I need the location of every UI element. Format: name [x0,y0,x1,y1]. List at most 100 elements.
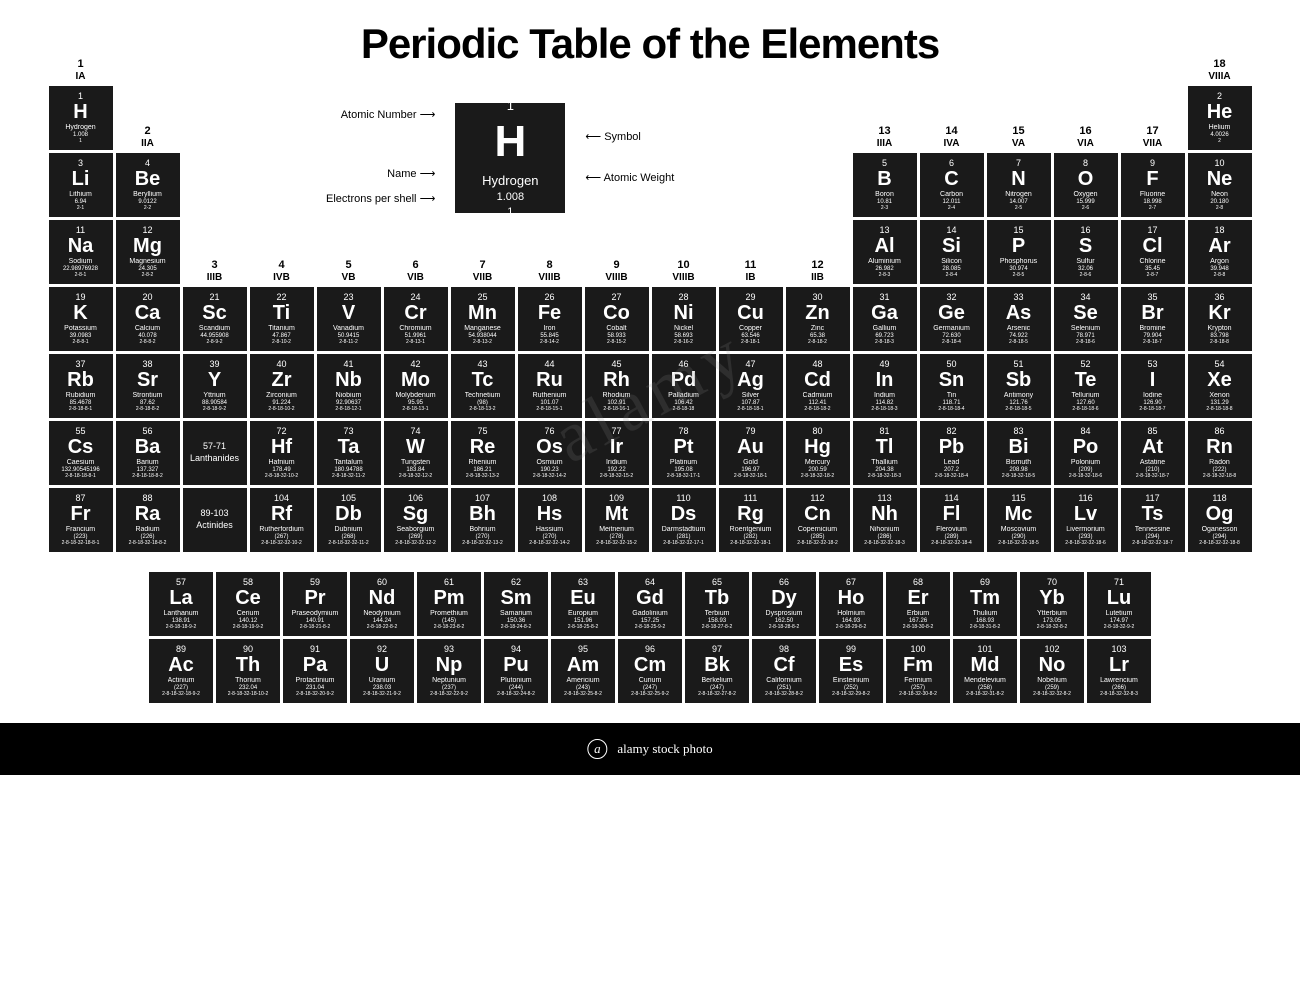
element-cell-al: 13AlAluminium26.9822-8-3 [853,220,917,284]
element-cell-h: 1HHydrogen1.0081 [49,86,113,150]
element-cell-i: 53IIodine126.902-8-18-18-7 [1121,354,1185,418]
element-cell-cs: 55CsCaesium132.905451962-8-18-18-8-1 [49,421,113,485]
element-cell-cu: 29CuCopper63.5462-8-18-1 [719,287,783,351]
group-header: 7VIIB [451,259,515,286]
group-header: 6VIB [384,259,448,286]
element-cell-os: 76OsOsmium190.232-8-18-32-14-2 [518,421,582,485]
element-cell-sn: 50SnTin118.712-8-18-18-4 [920,354,984,418]
table-wrap: Atomic Number ⟶ Name ⟶ Electrons per she… [40,86,1260,703]
element-cell-no: 102NoNobelium(259)2-8-18-32-32-8-2 [1020,639,1084,703]
element-cell-ni: 28NiNickel58.6932-8-16-2 [652,287,716,351]
element-cell-o: 8OOxygen15.9992-6 [1054,153,1118,217]
element-cell-mt: 109MtMeitnerium(278)2-8-18-32-32-15-2 [585,488,649,552]
element-cell-nb: 41NbNiobium92.906372-8-18-12-1 [317,354,381,418]
element-cell-v: 23VVanadium50.94152-8-11-2 [317,287,381,351]
element-cell-y: 39YYttrium88.905842-8-18-9-2 [183,354,247,418]
element-cell-la: 57LaLanthanum138.912-8-18-18-9-2 [149,572,213,636]
element-cell-co: 27CoCobalt58.9332-8-15-2 [585,287,649,351]
element-cell-fm: 100FmFermium(257)2-8-18-32-30-8-2 [886,639,950,703]
element-cell-s: 16SSulfur32.062-8-6 [1054,220,1118,284]
element-cell-rf: 104RfRutherfordium(267)2-8-18-32-32-10-2 [250,488,314,552]
group-header: 15VA [987,125,1051,152]
element-cell-f: 9FFluorine18.9982-7 [1121,153,1185,217]
group-header: 11IB [719,259,783,286]
element-cell-og: 118OgOganesson(294)2-8-18-32-32-18-8 [1188,488,1252,552]
element-cell-c: 6CCarbon12.0112-4 [920,153,984,217]
element-cell-yb: 70YbYtterbium173.052-8-18-32-8-2 [1020,572,1084,636]
placeholder-actinides: 89-103Actinides [183,488,247,552]
legend-name-label: Name [387,168,416,180]
element-cell-xe: 54XeXenon131.292-8-18-18-8 [1188,354,1252,418]
element-cell-cl: 17ClChlorine35.452-8-7 [1121,220,1185,284]
element-cell-th: 90ThThorium232.042-8-18-32-18-10-2 [216,639,280,703]
element-cell-br: 35BrBromine79.9042-8-18-7 [1121,287,1185,351]
legend-sample-sh: 1 [507,206,513,218]
element-cell-he: 2HeHelium4.00262 [1188,86,1252,150]
element-cell-tb: 65TbTerbium158.932-8-18-27-8-2 [685,572,749,636]
element-cell-u: 92UUranium238.032-8-18-32-21-9-2 [350,639,414,703]
group-header: 17VIIA [1121,125,1185,152]
element-cell-p: 15PPhosphorus30.9742-8-5 [987,220,1051,284]
group-header: 3IIIB [183,259,247,286]
page-title: Periodic Table of the Elements [40,20,1260,68]
element-cell-cm: 96CmCurium(247)2-8-18-32-25-9-2 [618,639,682,703]
watermark-footer: a alamy stock photo [587,739,712,759]
element-cell-lr: 103LrLawrencium(266)2-8-18-32-32-8-3 [1087,639,1151,703]
element-cell-sg: 106SgSeaborgium(269)2-8-18-32-32-12-2 [384,488,448,552]
element-cell-cd: 48CdCadmium112.412-8-18-18-2 [786,354,850,418]
element-cell-kr: 36KrKrypton83.7982-8-18-8 [1188,287,1252,351]
legend-electrons-label: Electrons per shell [326,193,417,205]
group-header: 16VIA [1054,125,1118,152]
element-cell-ga: 31GaGallium69.7232-8-18-3 [853,287,917,351]
element-cell-nh: 113NhNihonium(286)2-8-18-32-32-18-3 [853,488,917,552]
element-cell-mg: 12MgMagnesium24.3052-8-2 [116,220,180,284]
legend-labels-left: Atomic Number ⟶ Name ⟶ Electrons per she… [326,96,435,219]
group-header: 18VIIIA [1188,58,1252,85]
element-cell-pu: 94PuPlutonium(244)2-8-18-32-24-8-2 [484,639,548,703]
group-header: 5VB [317,259,381,286]
element-cell-fl: 114FlFlerovium(289)2-8-18-32-32-18-4 [920,488,984,552]
element-cell-sr: 38SrStrontium87.622-8-18-8-2 [116,354,180,418]
element-cell-rn: 86RnRadon(222)2-8-18-32-18-8 [1188,421,1252,485]
element-cell-nd: 60NdNeodymium144.242-8-18-22-8-2 [350,572,414,636]
element-cell-sc: 21ScScandium44.9559082-8-9-2 [183,287,247,351]
element-cell-lv: 116LvLivermorium(293)2-8-18-32-32-18-6 [1054,488,1118,552]
element-cell-ge: 32GeGermanium72.6302-8-18-4 [920,287,984,351]
element-cell-zn: 30ZnZinc65.382-8-18-2 [786,287,850,351]
element-cell-mn: 25MnManganese54.9380442-8-13-2 [451,287,515,351]
element-cell-li: 3LiLithium6.942-1 [49,153,113,217]
element-cell-es: 99EsEinsteinium(252)2-8-18-32-29-8-2 [819,639,883,703]
legend-key: Atomic Number ⟶ Name ⟶ Electrons per she… [326,96,674,219]
element-cell-gd: 64GdGadolinium157.252-8-18-25-9-2 [618,572,682,636]
element-cell-eu: 63EuEuropium151.962-8-18-25-8-2 [551,572,615,636]
element-cell-ra: 88RaRadium(226)2-8-18-32-18-8-2 [116,488,180,552]
element-cell-ag: 47AgSilver107.872-8-18-18-1 [719,354,783,418]
element-cell-lu: 71LuLutetium174.972-8-18-32-9-2 [1087,572,1151,636]
element-cell-re: 75ReRhenium186.212-8-18-32-13-2 [451,421,515,485]
element-cell-b: 5BBoron10.812-3 [853,153,917,217]
element-cell-cn: 112CnCopernicium(285)2-8-18-32-32-18-2 [786,488,850,552]
legend-atomic-number-label: Atomic Number [341,109,417,121]
element-cell-rg: 111RgRoentgenium(282)2-8-18-32-32-18-1 [719,488,783,552]
element-cell-fr: 87FrFrancium(223)2-8-18-32-18-8-1 [49,488,113,552]
element-cell-ho: 67HoHolmium164.932-8-18-29-8-2 [819,572,883,636]
element-cell-db: 105DbDubnium(268)2-8-18-32-32-11-2 [317,488,381,552]
element-cell-be: 4BeBeryllium9.01222-2 [116,153,180,217]
legend-weight-label: Atomic Weight [604,172,675,184]
legend-symbol-label: Symbol [604,131,641,143]
element-cell-ru: 44RuRuthenium101.072-8-18-15-1 [518,354,582,418]
element-cell-hs: 108HsHassium(270)2-8-18-32-32-14-2 [518,488,582,552]
element-cell-ce: 58CeCerium140.122-8-18-19-9-2 [216,572,280,636]
element-cell-se: 34SeSelenium78.9712-8-18-6 [1054,287,1118,351]
element-cell-bk: 97BkBerkelium(247)2-8-18-32-27-8-2 [685,639,749,703]
fblock-grid: 57LaLanthanum138.912-8-18-18-9-258CeCeri… [40,572,1260,703]
element-cell-k: 19KPotassium39.09832-8-8-1 [49,287,113,351]
element-cell-np: 93NpNeptunium(237)2-8-18-32-22-9-2 [417,639,481,703]
placeholder-lanthanides: 57-71Lanthanides [183,421,247,485]
element-cell-ne: 10NeNeon20.1802-8 [1188,153,1252,217]
legend-sample-z: 1 [507,98,514,113]
legend-sample-wt: 1.008 [497,191,525,203]
group-header: 8VIIIB [518,259,582,286]
element-cell-ds: 110DsDarmstadtium(281)2-8-18-32-32-17-1 [652,488,716,552]
element-cell-cr: 24CrChromium51.99612-8-13-1 [384,287,448,351]
